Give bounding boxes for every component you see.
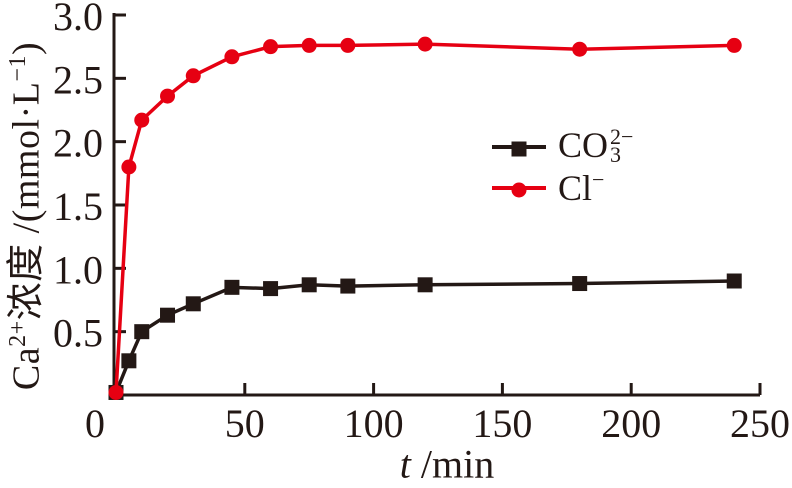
data-point-square-marker [121,353,137,369]
circle-marker-icon [511,182,527,197]
data-point-circle-marker [224,49,240,65]
legend-item-chloride: Cl− [492,167,633,208]
y-tick-label: 2.0 [53,121,103,166]
y-tick-label: 0.5 [53,311,103,356]
data-point-circle-marker [121,159,137,175]
data-point-square-marker [134,324,150,340]
data-point-circle-marker [134,112,150,128]
data-point-circle-marker [185,68,201,84]
data-point-circle-marker [417,36,433,52]
legend-superscript: 2− [610,124,634,150]
y-axis-label: Ca2+浓度 /(mmol·L−1) [0,42,50,390]
series-line-chloride [114,42,735,393]
legend-label-text: CO [558,124,609,165]
y-tick-label: 2.5 [53,57,103,102]
x-tick-label: 150 [472,401,532,446]
y-axis-label-superscript: 2+ [4,320,31,347]
data-point-square-marker [160,307,176,323]
data-point-circle-marker [340,37,356,53]
data-point-circle-marker [160,88,176,104]
data-point-square-marker [185,296,201,312]
legend-label-text: Cl [558,167,593,208]
data-point-square-marker [301,277,317,293]
legend-label-subsuperscript: 2− 3 [610,124,634,168]
data-point-circle-marker [301,37,317,53]
data-point-square-marker [224,279,240,295]
x-tick-label: 50 [225,401,265,446]
legend-subscript: 3 [610,142,622,168]
data-point-circle-marker [726,37,742,53]
data-point-circle-marker [263,39,279,55]
data-point-circle-marker [572,41,588,57]
legend-item-carbonate: CO 2− 3 [492,126,633,167]
series-line-carbonate [114,279,735,394]
x-tick-label: 200 [601,401,661,446]
legend-label-chloride: Cl− [558,166,605,208]
legend-line-carbonate [492,141,546,156]
y-tick-label: 1.0 [53,247,103,292]
data-point-square-marker [340,278,356,294]
legend-line-chloride [492,182,546,197]
y-tick-label: 1.5 [53,184,103,229]
data-point-square-marker [572,276,588,292]
square-marker-icon [511,141,527,156]
y-axis-label-text: Ca [5,346,48,391]
data-point-square-marker [263,281,279,297]
x-axis-label-variable: t [399,441,411,487]
x-tick-label: 250 [730,401,790,446]
y-tick-label: 3.0 [53,0,103,39]
data-point-circle-marker [108,384,124,400]
x-tick-label: 0 [85,401,105,446]
y-axis-label-superscript: −1 [4,55,31,82]
y-axis-label-text: ) [5,41,48,56]
x-axis-label: t /min [400,441,494,488]
x-axis-label-unit: /min [410,441,495,487]
x-tick-label: 100 [344,401,404,446]
data-point-square-marker [726,273,742,289]
data-point-square-marker [417,277,433,293]
legend: CO 2− 3 Cl− [492,126,633,208]
legend-label-carbonate: CO 2− 3 [558,124,634,168]
axis-lines [112,13,760,397]
y-axis-label-text: 浓度 /(mmol·L [5,81,48,321]
legend-superscript: − [592,166,605,192]
